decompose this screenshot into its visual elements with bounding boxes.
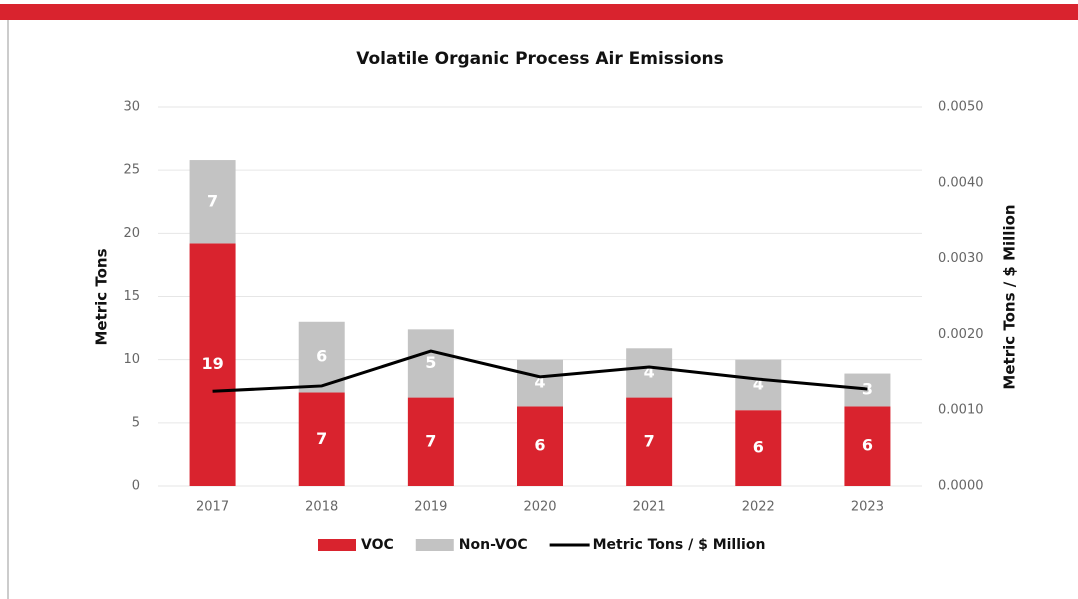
data-label: 7	[316, 429, 327, 448]
y2-tick-label: 0.0020	[938, 327, 984, 342]
legend-label: VOC	[361, 537, 394, 553]
y-tick-label: 20	[123, 226, 140, 241]
y2-tick-label: 0.0040	[938, 175, 984, 190]
y-tick-label: 5	[132, 415, 140, 430]
bar-segment	[407, 397, 454, 486]
y-tick-label: 10	[123, 352, 140, 367]
bar-segment	[735, 410, 782, 486]
data-label: 6	[862, 436, 873, 455]
data-label: 7	[644, 431, 655, 450]
line-series	[212, 349, 868, 393]
bar-segment	[626, 348, 673, 398]
data-label: 6	[316, 347, 327, 366]
data-label: 4	[753, 374, 764, 393]
bar-segment	[298, 392, 345, 486]
data-label: 5	[425, 353, 436, 372]
bar-segment	[407, 329, 454, 398]
data-label: 4	[644, 362, 655, 381]
y2-tick-label: 0.0050	[938, 100, 984, 115]
legend-label: Metric Tons / $ Million	[593, 537, 766, 553]
bar-segment	[735, 359, 782, 411]
y-tick-label: 15	[123, 289, 140, 304]
y-tick-label: 30	[123, 100, 140, 115]
legend-label: Non-VOC	[459, 537, 528, 553]
x-tick-label: 2023	[851, 500, 884, 515]
y2-tick-label: 0.0000	[938, 479, 984, 494]
y-tick-label: 25	[123, 163, 140, 178]
x-tick-label: 2017	[196, 500, 229, 515]
bar-segment	[517, 406, 563, 486]
data-label: 3	[862, 379, 873, 398]
data-label: 6	[534, 436, 545, 455]
y2-tick-label: 0.0030	[938, 251, 984, 266]
legend-swatch	[415, 539, 454, 551]
bar-segment	[189, 160, 236, 244]
y-axis-title: Metric Tons	[93, 248, 111, 345]
x-tick-label: 2022	[742, 500, 775, 515]
bar-segment	[189, 243, 236, 486]
data-label: 6	[753, 438, 764, 457]
bar-segment	[517, 359, 563, 407]
data-label: 19	[201, 354, 223, 373]
y2-axis-title: Metric Tons / $ Million	[1001, 204, 1019, 389]
x-tick-label: 2021	[633, 500, 666, 515]
header-band	[0, 4, 1078, 20]
bar-segment	[844, 406, 891, 486]
data-label: 4	[534, 373, 545, 392]
legend-swatch	[318, 539, 356, 551]
chart-title: Volatile Organic Process Air Emissions	[356, 49, 724, 69]
x-tick-label: 2019	[414, 500, 447, 515]
x-tick-label: 2018	[305, 500, 338, 515]
data-label: 7	[425, 431, 436, 450]
y2-tick-label: 0.0010	[938, 403, 984, 418]
x-tick-label: 2020	[523, 500, 556, 515]
bar-segment	[844, 373, 891, 407]
bar-segment	[626, 397, 673, 486]
y-tick-label: 0	[132, 479, 140, 494]
data-label: 7	[207, 191, 218, 210]
